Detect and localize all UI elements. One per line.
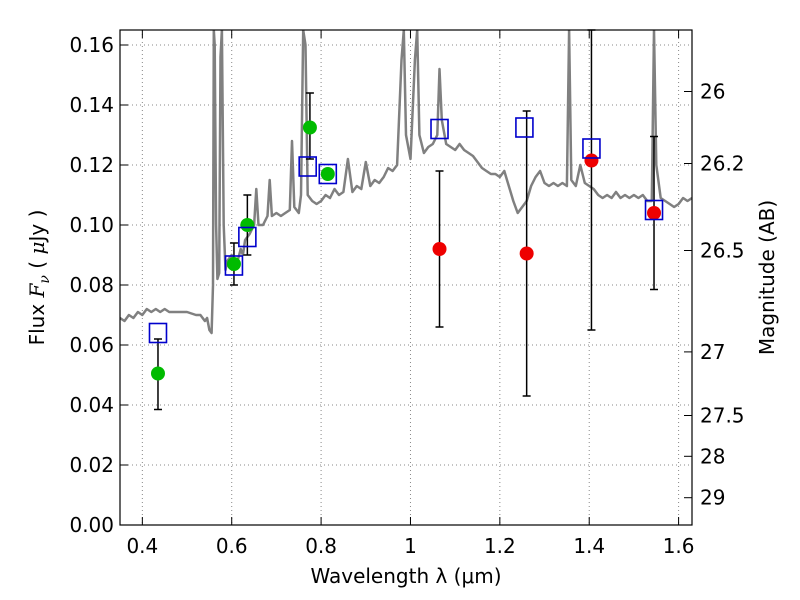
model-photometry-box: [430, 118, 449, 140]
model-photometry-box: [148, 322, 168, 344]
model-photometry-box: [224, 255, 244, 276]
model-photometry-box: [515, 117, 534, 138]
axis-ticks: 0.4 0.6 0.8 1 1.2 1.4 1.6 0.00 0.02 0.04 0.06 0.08 0…: [69, 30, 745, 558]
y-tick-label: 0.16: [69, 33, 114, 57]
y-tick-label: 0.14: [69, 93, 114, 117]
y-tick-label: 0.06: [69, 333, 114, 357]
y-tick-label: 0.02: [69, 453, 114, 477]
red-data-point: [647, 206, 662, 220]
y-tick-label: 0.08: [69, 273, 114, 297]
model-photometry-box: [318, 163, 338, 185]
green-data-point: [302, 120, 317, 135]
green-data-point: [240, 218, 255, 232]
x-axis-label: Wavelength λ (μm): [310, 564, 501, 588]
model-photometry-box: [644, 199, 664, 221]
plot-markers: [148, 29, 664, 411]
x-tick-label: 1.4: [573, 534, 605, 558]
plot-frame: [119, 29, 693, 526]
x-tick-label: 0.8: [305, 534, 337, 558]
model-spectrum-line: [120, 30, 692, 335]
right-tick-label: 26.2: [700, 152, 745, 176]
x-tick-label: 1: [404, 534, 417, 558]
y-tick-label: 0.10: [69, 213, 114, 237]
y-axis-label: Flux Fν ( μJy ): [25, 210, 53, 346]
y-tick-label: 0.04: [69, 393, 114, 417]
red-data-point: [519, 246, 534, 261]
right-axis-label: Magnitude (AB): [755, 200, 779, 355]
y-tick-label: 0.00: [69, 513, 114, 537]
model-photometry-box: [298, 156, 317, 177]
right-tick-label: 27: [700, 340, 725, 364]
right-tick-label: 29: [700, 486, 725, 510]
x-tick-label: 0.4: [126, 534, 158, 558]
x-tick-label: 1.2: [484, 534, 516, 558]
green-data-point: [226, 257, 241, 271]
x-tick-label: 0.6: [216, 534, 248, 558]
model-photometry-box: [238, 226, 257, 248]
right-tick-label: 26.5: [700, 239, 745, 263]
green-data-point: [150, 366, 165, 381]
model-photometry-box: [582, 138, 601, 159]
red-data-point: [584, 153, 599, 168]
plot-data: [120, 30, 692, 335]
x-tick-label: 1.6: [663, 534, 695, 558]
green-data-point: [320, 167, 335, 181]
y-tick-label: 0.12: [69, 153, 114, 177]
right-tick-label: 26: [700, 80, 725, 104]
right-tick-label: 28: [700, 444, 725, 468]
right-tick-label: 27.5: [700, 404, 745, 428]
red-data-point: [432, 242, 447, 256]
